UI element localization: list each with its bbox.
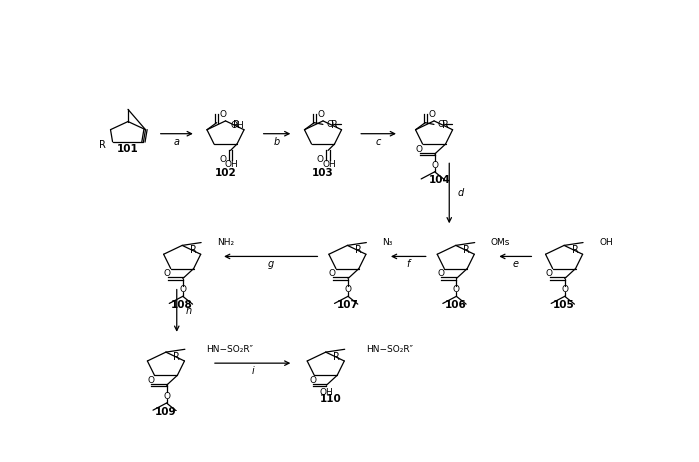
Text: 107: 107: [336, 300, 359, 310]
Text: R: R: [572, 245, 579, 255]
Text: O: O: [415, 145, 422, 153]
Text: O: O: [326, 120, 333, 129]
Text: O: O: [219, 109, 226, 119]
Text: e: e: [512, 259, 519, 269]
Text: N₃: N₃: [382, 238, 393, 247]
Text: O: O: [428, 109, 435, 119]
Text: O: O: [147, 376, 154, 385]
Text: 105: 105: [553, 300, 575, 310]
Text: OH: OH: [319, 388, 333, 397]
Text: f: f: [407, 259, 410, 269]
Text: 103: 103: [312, 168, 334, 178]
Text: OH: OH: [599, 238, 613, 247]
Text: O: O: [310, 376, 317, 385]
Text: 102: 102: [215, 168, 236, 178]
Text: O: O: [437, 269, 444, 278]
Text: O: O: [329, 269, 336, 278]
Text: 104: 104: [428, 175, 450, 185]
Text: O: O: [164, 269, 171, 278]
Text: a: a: [174, 137, 180, 146]
Text: O: O: [545, 269, 552, 278]
Text: 109: 109: [155, 407, 177, 417]
Text: OH: OH: [224, 160, 238, 169]
Text: c: c: [376, 137, 381, 146]
Text: R: R: [233, 121, 240, 130]
Text: O: O: [453, 285, 460, 294]
Text: O: O: [163, 392, 170, 401]
Text: O: O: [345, 285, 352, 294]
Text: O: O: [219, 155, 226, 164]
Text: R: R: [99, 140, 106, 150]
Text: OMs: OMs: [491, 238, 510, 247]
Text: h: h: [186, 306, 192, 316]
Text: R: R: [331, 121, 338, 130]
Text: NH₂: NH₂: [217, 238, 234, 247]
Text: d: d: [458, 188, 464, 198]
Text: 110: 110: [320, 394, 342, 404]
Text: b: b: [274, 137, 280, 146]
Text: OH: OH: [322, 160, 336, 169]
Text: O: O: [180, 285, 187, 294]
Text: R: R: [333, 352, 340, 362]
Text: i: i: [251, 366, 254, 376]
Text: R: R: [355, 245, 362, 255]
Text: O: O: [317, 155, 324, 164]
Text: R: R: [189, 245, 196, 255]
Text: O: O: [561, 285, 568, 294]
Text: g: g: [268, 259, 274, 269]
Text: 106: 106: [445, 300, 467, 310]
Text: R: R: [442, 121, 449, 130]
Text: HN−SO₂R″: HN−SO₂R″: [207, 345, 254, 354]
Text: OH: OH: [230, 121, 244, 130]
Text: O: O: [431, 161, 438, 170]
Text: 101: 101: [117, 144, 139, 153]
Text: 108: 108: [171, 300, 193, 310]
Text: O: O: [438, 120, 445, 129]
Text: R: R: [463, 245, 470, 255]
Text: HN−SO₂R″: HN−SO₂R″: [366, 345, 413, 354]
Text: O: O: [317, 109, 324, 119]
Text: R: R: [173, 352, 180, 362]
